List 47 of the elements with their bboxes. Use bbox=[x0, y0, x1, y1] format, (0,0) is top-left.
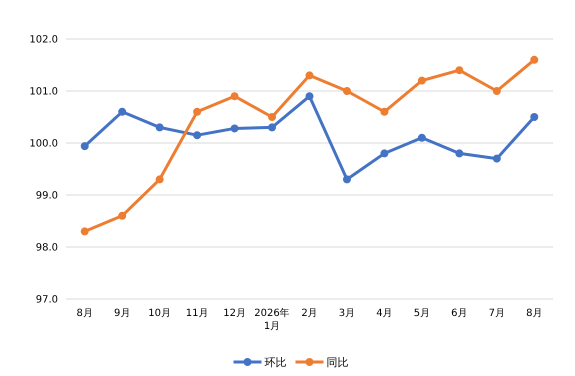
point bbox=[418, 134, 426, 142]
point bbox=[118, 212, 126, 220]
x-tick-label: 8月 bbox=[76, 308, 93, 319]
x-tick-label: 2026年 1月 bbox=[254, 307, 290, 332]
point bbox=[268, 123, 276, 132]
x-tick-label: 2月 bbox=[301, 308, 318, 319]
point bbox=[342, 175, 351, 184]
point bbox=[380, 149, 388, 158]
point bbox=[380, 108, 388, 116]
y-tick-label: 97.0 bbox=[36, 294, 58, 306]
x-tick-label: 4月 bbox=[376, 308, 393, 319]
point bbox=[306, 92, 314, 100]
x-tick-label: 7月 bbox=[488, 308, 505, 319]
point bbox=[455, 66, 464, 74]
x-tick-label: 5月 bbox=[414, 308, 430, 319]
point bbox=[80, 142, 89, 150]
y-tick-label: 102.0 bbox=[29, 34, 58, 46]
x-tick-label: 6月 bbox=[451, 308, 468, 319]
point bbox=[492, 87, 501, 95]
y-tick-label: 98.0 bbox=[36, 242, 58, 254]
y-tick-label: 99.0 bbox=[36, 190, 58, 202]
point bbox=[230, 124, 239, 132]
y-tick-label: 101.0 bbox=[29, 86, 58, 98]
legend-label: 环比 bbox=[264, 356, 286, 369]
point bbox=[193, 131, 202, 140]
point bbox=[156, 175, 164, 184]
legend-label: 同比 bbox=[326, 356, 348, 369]
x-tick-label: 11月 bbox=[186, 308, 208, 319]
x-tick-label: 8月 bbox=[526, 308, 542, 319]
point bbox=[530, 113, 538, 121]
point bbox=[230, 92, 239, 100]
point bbox=[418, 76, 426, 85]
x-tick-label: 9月 bbox=[114, 308, 130, 319]
y-tick-label: 100.0 bbox=[29, 138, 58, 150]
point bbox=[193, 108, 202, 116]
point bbox=[156, 123, 164, 132]
x-tick-label: 3月 bbox=[338, 308, 356, 319]
point bbox=[455, 149, 464, 158]
point bbox=[342, 87, 351, 95]
point bbox=[80, 227, 89, 236]
point bbox=[268, 113, 276, 121]
point bbox=[306, 71, 314, 80]
point bbox=[530, 56, 538, 64]
point bbox=[492, 154, 501, 163]
x-tick-label: 10月 bbox=[148, 308, 172, 319]
x-tick-label: 12月 bbox=[223, 308, 246, 319]
point bbox=[118, 108, 126, 116]
